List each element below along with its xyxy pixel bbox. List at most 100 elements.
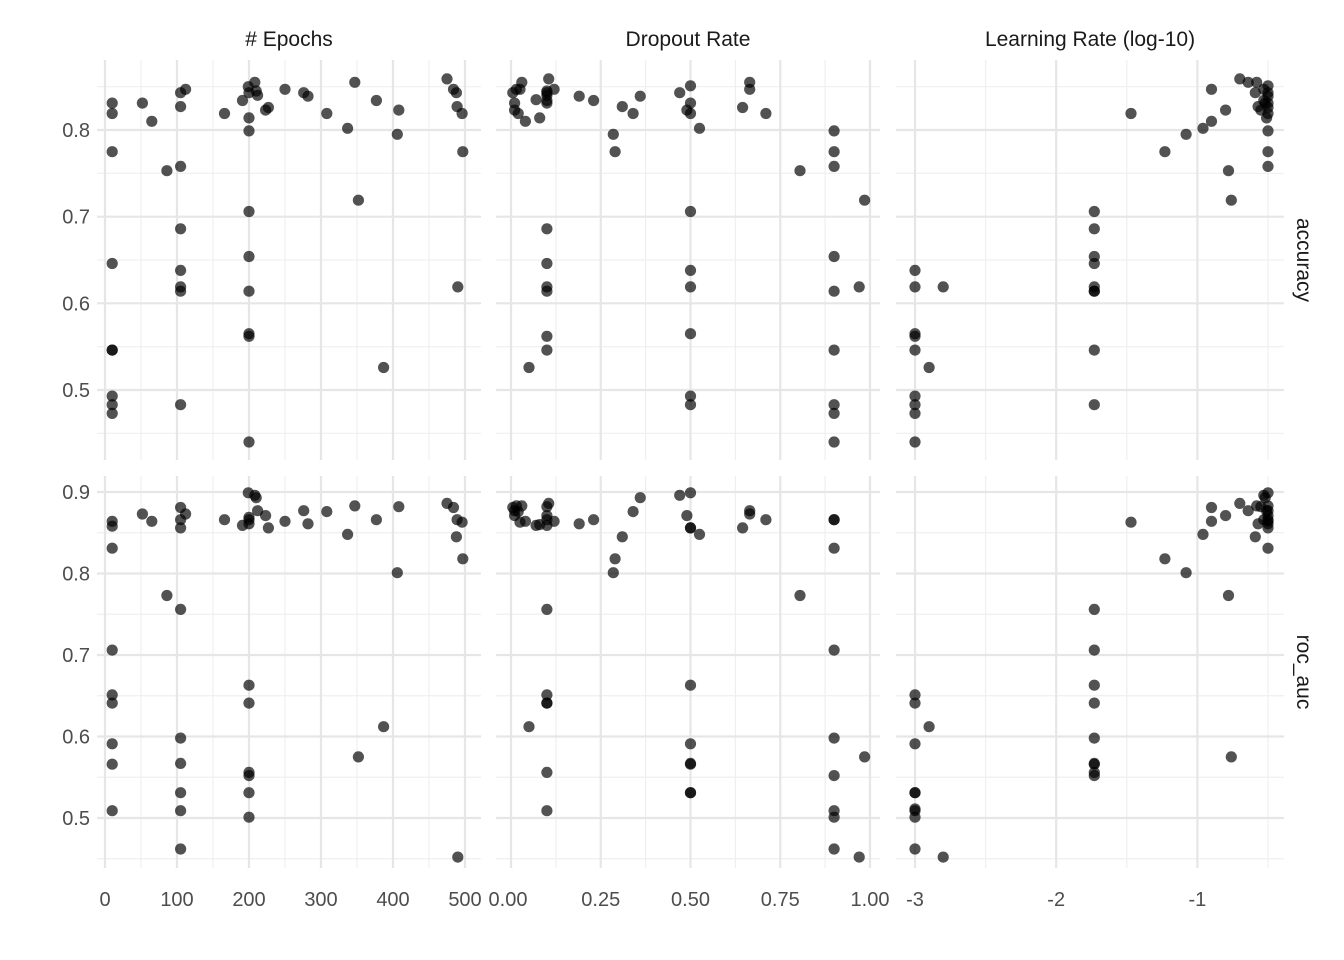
data-point: [684, 522, 697, 534]
data-point: [541, 330, 553, 342]
data-point: [909, 399, 921, 411]
data-point: [859, 194, 871, 206]
data-point: [523, 721, 535, 733]
data-point: [106, 697, 118, 709]
data-point: [1088, 644, 1100, 656]
data-point: [512, 107, 524, 120]
data-point: [106, 805, 118, 817]
data-point: [684, 399, 697, 411]
data-point: [249, 76, 261, 88]
data-point: [180, 83, 192, 95]
data-point: [279, 83, 291, 95]
y-tick-label: 0.5: [62, 808, 90, 830]
data-point: [684, 758, 697, 770]
data-point: [106, 399, 118, 411]
data-point: [684, 679, 697, 691]
data-point: [393, 104, 405, 116]
data-point: [136, 97, 148, 109]
data-point: [1088, 285, 1100, 297]
data-point: [1225, 751, 1237, 763]
data-point: [1262, 542, 1274, 554]
data-point: [681, 509, 693, 522]
data-point: [456, 516, 468, 528]
data-point: [146, 115, 158, 127]
data-point: [909, 407, 921, 419]
x-tick-label: 200: [232, 889, 265, 911]
data-point: [853, 281, 865, 293]
data-point: [1088, 732, 1100, 744]
data-point: [393, 501, 405, 513]
data-point: [760, 107, 772, 120]
data-point: [607, 128, 619, 140]
x-tick-label: 500: [448, 889, 481, 911]
data-point: [909, 697, 921, 709]
data-point: [243, 205, 255, 218]
data-point: [146, 515, 158, 527]
data-point: [106, 407, 118, 419]
y-tick-label: 0.8: [62, 120, 90, 142]
label-layer: # Epochs Dropout Rate Learning Rate (log-1…: [62, 28, 1315, 911]
data-point: [616, 101, 628, 113]
data-point: [378, 361, 390, 374]
data-point: [1251, 76, 1263, 88]
data-point: [684, 107, 697, 120]
data-point: [541, 697, 553, 709]
data-point: [543, 73, 555, 85]
data-point: [175, 787, 187, 799]
x-tick-label: 300: [304, 889, 337, 911]
data-point: [923, 361, 935, 374]
data-point: [607, 567, 619, 579]
data-point: [684, 390, 697, 402]
data-point: [684, 281, 697, 293]
data-point: [909, 436, 921, 448]
data-point: [541, 257, 553, 270]
y-tick-label: 0.5: [62, 380, 90, 402]
data-point: [737, 101, 749, 114]
data-point: [106, 542, 118, 554]
data-point: [1205, 115, 1218, 127]
data-point: [452, 851, 464, 863]
data-point: [321, 506, 333, 518]
data-point: [175, 160, 187, 172]
data-point: [909, 811, 921, 823]
data-point: [175, 264, 187, 276]
data-point: [106, 107, 118, 120]
data-point: [252, 505, 264, 517]
data-point: [828, 514, 840, 526]
data-point: [588, 94, 600, 107]
data-point: [760, 514, 772, 526]
data-point: [828, 344, 840, 356]
data-point: [1197, 528, 1209, 541]
data-point: [828, 285, 840, 297]
data-point: [541, 805, 553, 817]
data-point: [1088, 205, 1100, 218]
data-point: [684, 264, 697, 276]
data-point: [175, 101, 187, 113]
data-point: [541, 766, 553, 779]
data-point: [1205, 83, 1218, 95]
data-point: [1249, 87, 1261, 99]
data-point: [1242, 76, 1254, 88]
data-point: [516, 500, 528, 512]
data-point: [1220, 104, 1232, 116]
data-point: [937, 851, 949, 863]
data-point: [1205, 501, 1218, 514]
data-point: [1222, 165, 1235, 177]
data-point: [523, 361, 535, 374]
data-point: [175, 732, 187, 744]
x-tick-label: 0.00: [489, 889, 528, 911]
data-point: [106, 758, 118, 770]
data-point: [828, 436, 840, 448]
data-point: [1088, 399, 1100, 411]
data-point: [106, 257, 118, 270]
data-point: [175, 843, 187, 855]
y-tick-label: 0.7: [62, 645, 90, 667]
x-tick-label: -3: [906, 889, 924, 911]
data-point: [548, 515, 560, 527]
data-point: [457, 553, 469, 565]
data-point: [684, 80, 697, 92]
data-point: [180, 508, 192, 520]
data-point: [828, 160, 840, 172]
data-point: [252, 89, 264, 101]
data-point: [794, 165, 806, 177]
